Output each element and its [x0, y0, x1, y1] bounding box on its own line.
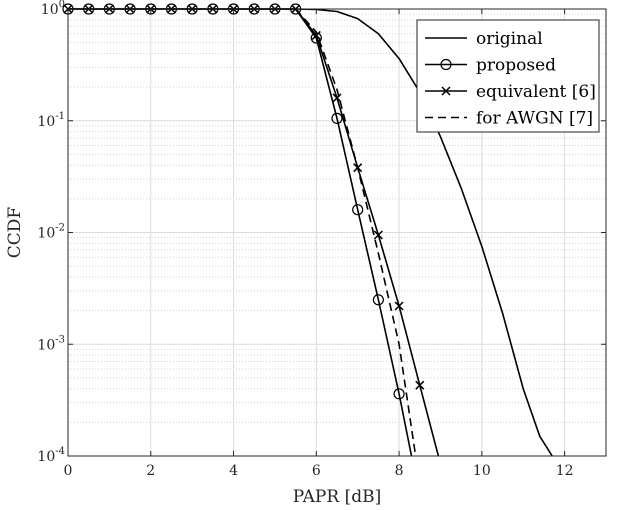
y-tick-label: 10-1 — [37, 111, 65, 130]
legend-marker — [440, 58, 452, 71]
tick-labels: 0 2 4 6 8 10 12 100 10-1 10-2 10-3 10-4 — [37, 0, 606, 479]
circle-marker — [393, 388, 405, 400]
legend-marker — [441, 86, 451, 96]
circle-marker — [331, 112, 343, 124]
x-marker — [332, 93, 342, 103]
x-tick-label: 8 — [395, 463, 404, 479]
legend-label: equivalent [6] — [476, 82, 596, 102]
x-tick-label: 2 — [146, 463, 155, 479]
x-marker — [373, 230, 383, 240]
legend-label: original — [476, 29, 543, 49]
series-line-for-awgn-7 — [295, 8, 417, 457]
circle-marker — [372, 294, 384, 306]
x-marker — [415, 380, 425, 390]
x-tick-label: 6 — [312, 463, 321, 479]
y-tick-label: 100 — [41, 0, 65, 18]
y-tick-label: 10-2 — [37, 223, 65, 242]
y-tick-label: 10-4 — [37, 446, 65, 465]
y-axis-label: CCDF — [5, 207, 25, 259]
legend-label: for AWGN [7] — [476, 109, 593, 129]
circle-marker — [352, 204, 364, 216]
legend: original proposed equivalent [6] for AWGN [… — [416, 19, 600, 133]
x-tick-label: 0 — [64, 463, 73, 479]
x-tick-label: 12 — [556, 463, 574, 479]
x-marker — [394, 301, 404, 311]
x-axis-label: PAPR [dB] — [293, 487, 381, 507]
legend-label: proposed — [476, 56, 556, 76]
y-tick-label: 10-3 — [37, 334, 65, 353]
x-marker — [311, 30, 321, 40]
x-tick-label: 4 — [229, 463, 238, 479]
x-tick-label: 10 — [473, 463, 491, 479]
